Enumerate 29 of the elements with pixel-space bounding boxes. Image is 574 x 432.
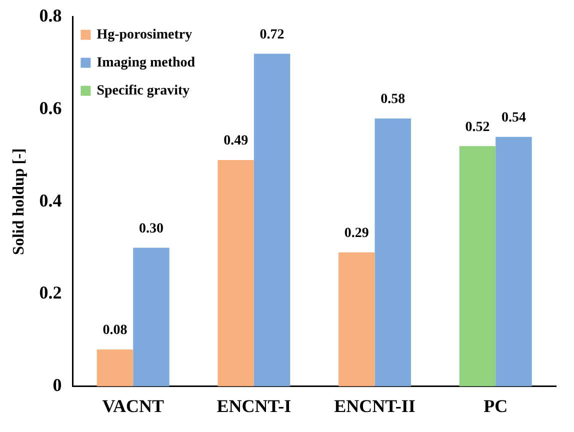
bar [374,118,412,386]
data-label: 0.08 [102,323,128,338]
bar [254,54,290,386]
data-label: 0.29 [344,226,369,242]
bar [496,136,532,386]
x-tick-label: ENCNT-I [216,396,292,416]
data-label: 0.72 [260,27,284,42]
data-label: 0.54 [501,110,526,126]
bar [459,146,496,386]
y-tick-label: 0.6 [39,98,62,118]
y-axis-title: Solid holdup [-] [10,148,28,255]
bar [338,252,375,386]
legend-label: Hg-porosimetry [96,27,192,42]
data-label: 0.49 [224,134,248,149]
x-tick-label: ENCNT-II [334,396,416,416]
bar [133,248,170,386]
bar [218,160,254,386]
data-label: 0.52 [465,120,490,135]
legend-label: Specific gravity [96,83,190,98]
data-label: 0.58 [380,92,406,108]
legend-label: Imaging method [96,55,196,70]
y-tick-label: 0.8 [39,5,62,26]
x-tick-label: PC [484,396,508,416]
x-tick-label: VACNT [102,396,164,416]
data-label: 0.30 [138,221,164,236]
y-tick-label: 0.2 [39,282,62,303]
y-tick-label: 0 [52,375,62,396]
y-tick-label: 0.4 [39,190,62,210]
bar [96,349,134,386]
